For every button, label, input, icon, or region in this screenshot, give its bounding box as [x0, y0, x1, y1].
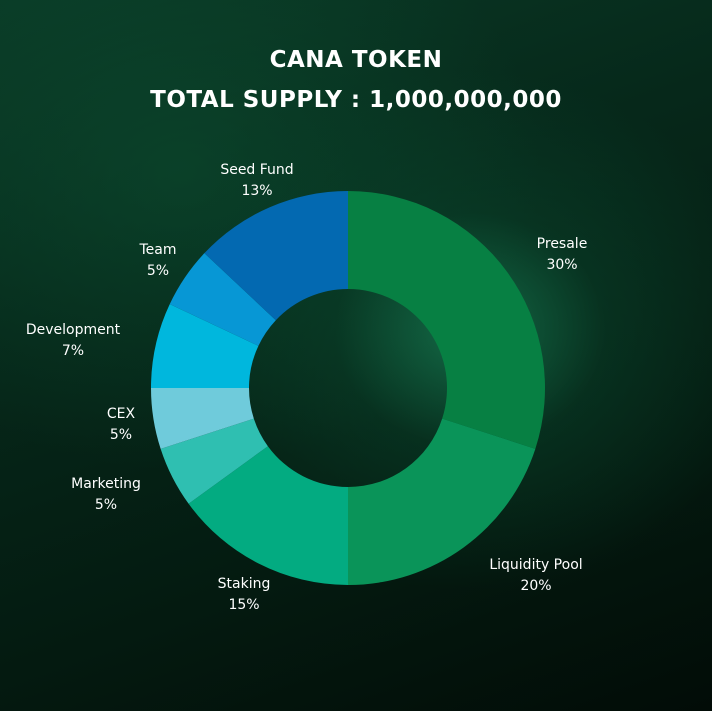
slice-name: Team [138, 242, 176, 258]
slice-marketing [160, 418, 268, 504]
slice-label-staking: Staking 15% [218, 576, 271, 613]
slice-label-development: Development 7% [26, 322, 121, 359]
slice-name: Liquidity Pool [489, 557, 582, 573]
slice-percent: 20% [520, 578, 551, 594]
slice-staking [188, 446, 348, 585]
slice-name: Seed Fund [220, 162, 293, 178]
slice-percent: 7% [62, 343, 84, 359]
slice-name: Presale [537, 236, 588, 252]
slice-label-liquidity-pool: Liquidity Pool 20% [489, 557, 582, 594]
slice-liquidity-pool [348, 418, 536, 585]
slice-name: Staking [218, 576, 271, 592]
slice-percent: 30% [546, 257, 577, 273]
donut-slices [151, 191, 546, 585]
slice-percent: 13% [241, 183, 272, 199]
slice-label-team: Team 5% [138, 242, 176, 279]
slice-labels: Presale 30% Liquidity Pool 20% Staking 15% Mar… [26, 162, 587, 613]
slice-label-cex: CEX 5% [107, 406, 136, 443]
slice-percent: 5% [110, 427, 132, 443]
slice-name: Marketing [71, 476, 141, 492]
slice-label-presale: Presale 30% [537, 236, 588, 273]
slice-name: CEX [107, 406, 136, 422]
slice-development [151, 304, 259, 388]
slice-team [169, 253, 276, 346]
slice-name: Development [26, 322, 121, 338]
chart-subtitle: TOTAL SUPPLY : 1,000,000,000 [150, 87, 562, 113]
chart-title: CANA TOKEN [269, 47, 443, 73]
slice-label-marketing: Marketing 5% [71, 476, 141, 513]
slice-cex [151, 388, 254, 449]
slice-seed-fund [204, 191, 348, 321]
slice-percent: 5% [95, 497, 117, 513]
slice-label-seed-fund: Seed Fund 13% [220, 162, 293, 199]
slice-percent: 5% [147, 263, 169, 279]
slice-percent: 15% [228, 597, 259, 613]
slice-presale [348, 191, 546, 449]
